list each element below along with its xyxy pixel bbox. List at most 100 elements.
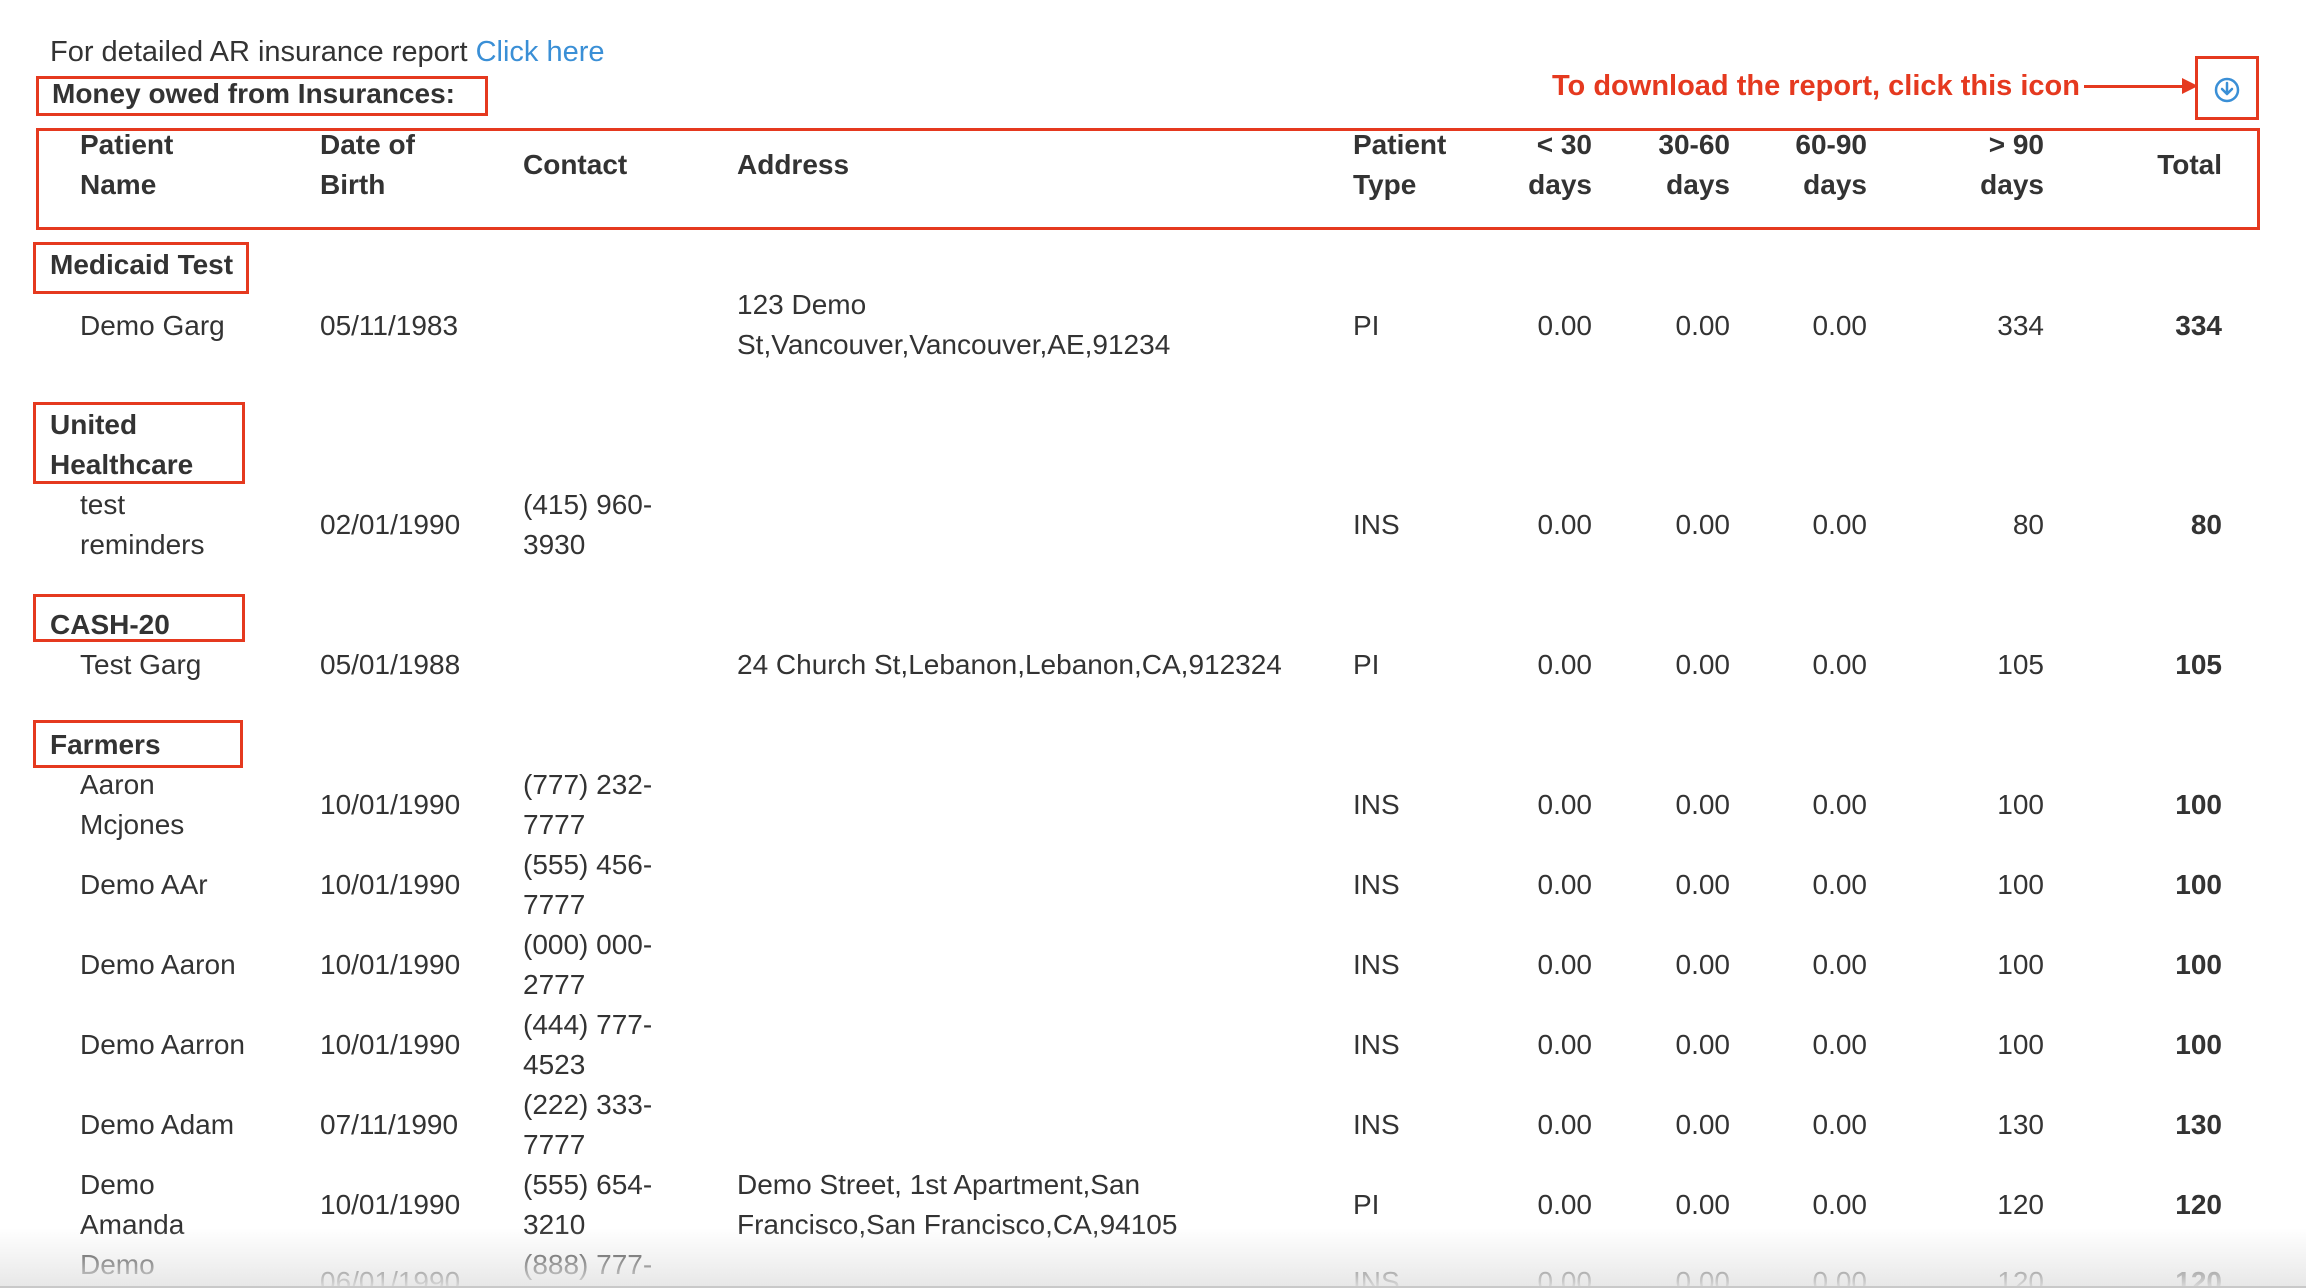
cell-lt30: 0.00: [1537, 649, 1593, 680]
cell-patient-type: INS: [1353, 1029, 1400, 1060]
cell-lt30: 0.00: [1537, 1189, 1593, 1220]
group-united-healthcare: United Healthcare: [50, 409, 194, 480]
cell-30-60: 0.00: [1675, 310, 1731, 341]
cell-60-90: 0.00: [1812, 1029, 1868, 1060]
cell-lt30: 0.00: [1537, 1266, 1593, 1288]
cell-gt90: 100: [1997, 789, 2044, 820]
cell-patient-type: PI: [1353, 649, 1380, 680]
cell-total: 120: [2175, 1189, 2222, 1220]
cell-30-60: 0.00: [1675, 1189, 1731, 1220]
cell-contact: (555) 456- 7777: [523, 849, 653, 920]
cell-gt90: 105: [1997, 649, 2044, 680]
annotation-arrow-line: [2084, 85, 2186, 88]
click-here-link[interactable]: Click here: [475, 36, 605, 68]
cell-30-60: 0.00: [1675, 509, 1731, 540]
cell-dob: 10/01/1990: [320, 789, 461, 820]
cell-lt30: 0.00: [1537, 789, 1593, 820]
group-medicaid-test: Medicaid Test: [50, 249, 234, 280]
cell-lt30: 0.00: [1537, 949, 1593, 980]
cell-dob: 10/01/1990: [320, 1029, 461, 1060]
cell-30-60: 0.00: [1675, 649, 1731, 680]
cell-total: 80: [2190, 509, 2222, 540]
cell-60-90: 0.00: [1812, 1266, 1868, 1288]
cell-60-90: 0.00: [1812, 789, 1868, 820]
cell-contact: (415) 960- 3930: [523, 489, 653, 560]
cell-gt90: 120: [1997, 1266, 2044, 1288]
header-address[interactable]: Address: [737, 149, 850, 180]
download-icon[interactable]: [2213, 76, 2241, 104]
cell-patient-type: PI: [1353, 1189, 1380, 1220]
cell-lt30: 0.00: [1537, 509, 1593, 540]
cell-gt90: 100: [1997, 869, 2044, 900]
cell-contact: (444) 777- 4523: [523, 1009, 653, 1080]
header-60-90[interactable]: 60-90 days: [1795, 129, 1867, 200]
cell-gt90: 130: [1997, 1109, 2044, 1140]
cell-total: 100: [2175, 789, 2222, 820]
cell-dob: 07/11/1990: [320, 1109, 459, 1140]
header-patient-name[interactable]: Patient Name: [80, 129, 174, 200]
header-dob[interactable]: Date of Birth: [320, 129, 415, 200]
cell-patient-name: Demo Aarron: [80, 1029, 245, 1060]
cell-patient-type: INS: [1353, 869, 1400, 900]
cell-dob: 10/01/1990: [320, 869, 461, 900]
cell-patient-name: test reminders: [80, 489, 205, 560]
cell-patient-type: INS: [1353, 789, 1400, 820]
cell-address: 24 Church St,Lebanon,Lebanon,CA,912324: [737, 649, 1282, 680]
header-30-60[interactable]: 30-60 days: [1658, 129, 1730, 200]
cell-lt30: 0.00: [1537, 310, 1593, 341]
cell-contact: (888) 777-: [523, 1249, 653, 1280]
cell-total: 105: [2175, 649, 2222, 680]
cell-gt90: 334: [1997, 310, 2044, 341]
cell-contact: (222) 333- 7777: [523, 1089, 653, 1160]
cell-patient-name: Aaron Mcjones: [80, 769, 185, 840]
cell-patient-type: INS: [1353, 1266, 1400, 1288]
cell-total: 100: [2175, 1029, 2222, 1060]
cell-total: 130: [2175, 1109, 2222, 1140]
cell-patient-name: Demo Adam: [80, 1109, 235, 1140]
cell-total: 120: [2175, 1266, 2222, 1288]
cell-60-90: 0.00: [1812, 869, 1868, 900]
cell-60-90: 0.00: [1812, 1189, 1868, 1220]
section-title: Money owed from Insurances:: [52, 78, 455, 109]
cell-dob: 02/01/1990: [320, 509, 461, 540]
cell-gt90: 100: [1997, 949, 2044, 980]
header-contact[interactable]: Contact: [523, 149, 628, 180]
group-farmers: Farmers: [50, 729, 161, 760]
header-gt90[interactable]: > 90 days: [1980, 129, 2044, 200]
header-patient-type[interactable]: Patient Type: [1353, 129, 1447, 200]
cell-dob: 05/01/1988: [320, 649, 461, 680]
cell-total: 100: [2175, 869, 2222, 900]
cell-30-60: 0.00: [1675, 1109, 1731, 1140]
cell-patient-name: Demo Amanda: [80, 1169, 185, 1240]
cell-30-60: 0.00: [1675, 949, 1731, 980]
cell-60-90: 0.00: [1812, 509, 1868, 540]
cell-patient-type: PI: [1353, 310, 1380, 341]
header-lt30[interactable]: < 30 days: [1528, 129, 1592, 200]
cell-30-60: 0.00: [1675, 789, 1731, 820]
cell-60-90: 0.00: [1812, 310, 1868, 341]
cell-address: Demo Street, 1st Apartment,San Francisco,…: [737, 1169, 1178, 1240]
cell-patient-type: INS: [1353, 949, 1400, 980]
cell-gt90: 120: [1997, 1189, 2044, 1220]
header-total[interactable]: Total: [2157, 149, 2222, 180]
cell-patient-name: Test Garg: [80, 649, 202, 680]
intro-text: For detailed AR insurance report: [50, 36, 476, 68]
cell-address: 123 Demo St,Vancouver,Vancouver,AE,91234: [737, 289, 1171, 360]
cell-dob: 06/01/1990: [320, 1266, 461, 1288]
cell-patient-name: Demo: [80, 1249, 155, 1280]
cell-gt90: 80: [2012, 509, 2044, 540]
cell-60-90: 0.00: [1812, 949, 1868, 980]
download-circle-icon: [2214, 77, 2240, 103]
cell-lt30: 0.00: [1537, 1029, 1593, 1060]
cell-patient-name: Demo AAr: [80, 869, 208, 900]
cell-contact: (000) 000- 2777: [523, 929, 653, 1000]
cell-30-60: 0.00: [1675, 1029, 1731, 1060]
annotation-arrow-head: [2182, 78, 2198, 94]
cell-patient-type: INS: [1353, 1109, 1400, 1140]
cell-30-60: 0.00: [1675, 869, 1731, 900]
detailed-report-intro: For detailed AR insurance report Click h…: [50, 36, 605, 69]
cell-dob: 05/11/1983: [320, 310, 459, 341]
cell-gt90: 100: [1997, 1029, 2044, 1060]
cell-60-90: 0.00: [1812, 649, 1868, 680]
